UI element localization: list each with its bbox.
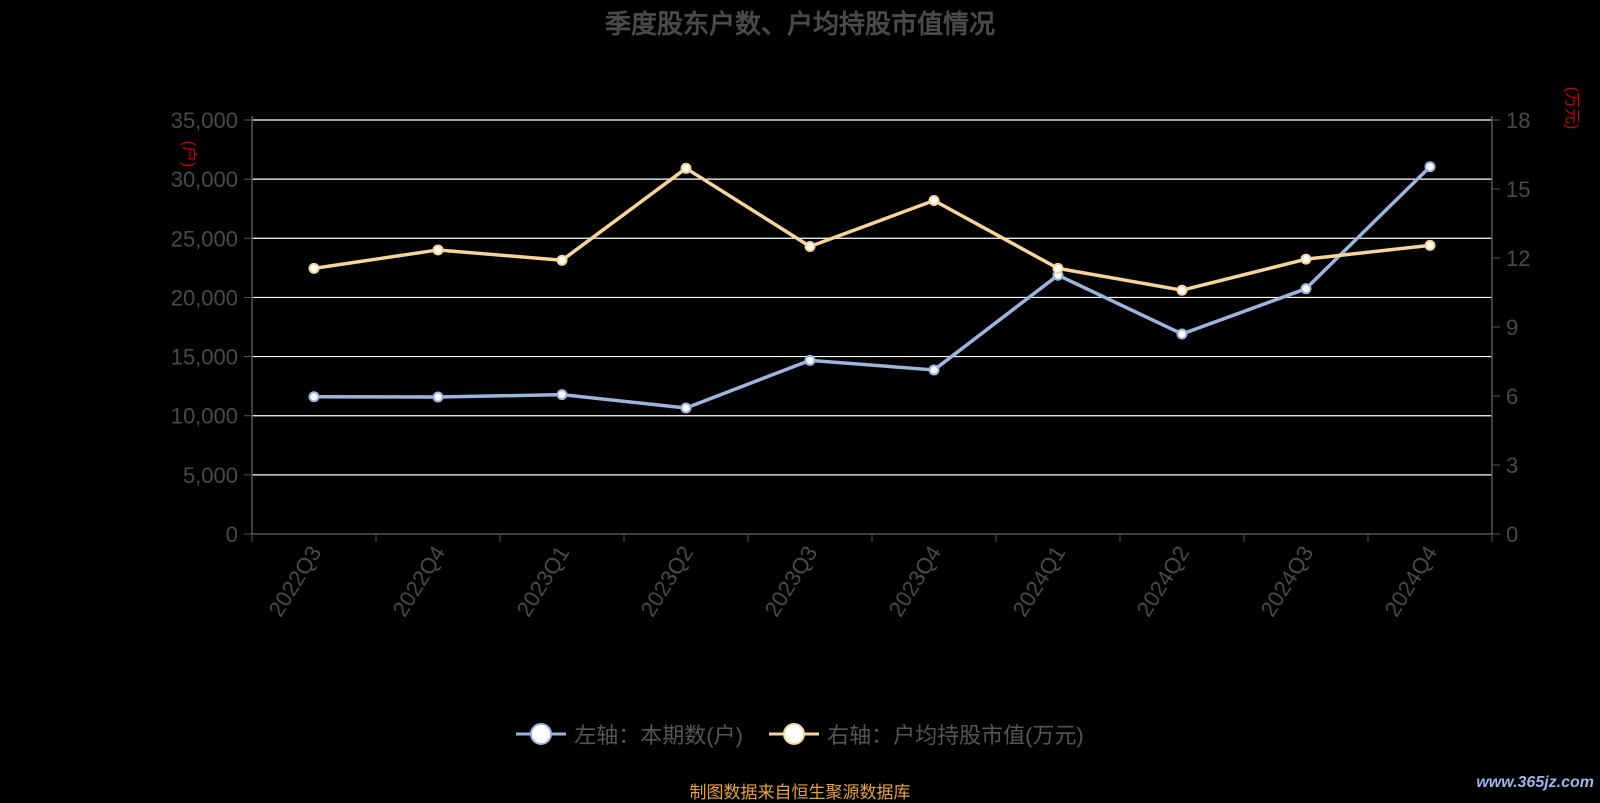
legend-right-label: 右轴：户均持股市值(万元): [827, 723, 1084, 748]
right-axis-tick-label: 0: [1506, 522, 1518, 547]
data-point-left: [308, 391, 320, 403]
left-axis-tick-label: 30,000: [171, 167, 238, 192]
data-point-left: [928, 364, 940, 376]
data-point-right: [432, 244, 444, 256]
data-point-right: [308, 262, 320, 274]
left-axis-tick-label: 0: [226, 522, 238, 547]
x-axis-category-label: 2024Q1: [1008, 541, 1071, 621]
legend-item-right[interactable]: 右轴：户均持股市值(万元): [769, 718, 1084, 750]
data-source-note: 制图数据来自恒生聚源数据库: [689, 783, 911, 802]
x-axis-category-label: 2024Q2: [1132, 541, 1195, 621]
series-line-left: [313, 165, 1432, 410]
right-axis-tick-label: 6: [1506, 384, 1518, 409]
data-point-right: [1424, 239, 1436, 251]
x-axis-category-label: 2024Q4: [1380, 541, 1443, 621]
data-point-right: [1052, 262, 1064, 274]
right-axis-tick-label: 3: [1506, 453, 1518, 478]
data-point-left: [680, 402, 692, 414]
series-line-right: [313, 166, 1431, 292]
data-point-right: [1300, 253, 1312, 265]
left-axis-tick-label: 35,000: [171, 108, 238, 133]
x-axis-category-label: 2022Q3: [264, 541, 327, 621]
right-axis-tick-label: 15: [1506, 177, 1530, 202]
left-axis-unit: (户): [180, 141, 198, 168]
data-point-left: [1176, 328, 1188, 340]
x-axis-category-label: 2023Q2: [636, 541, 699, 621]
legend-item-left[interactable]: 左轴：本期数(户): [516, 718, 743, 750]
data-point-left: [804, 354, 816, 366]
chart-title: 季度股东户数、户均持股市值情况: [604, 9, 995, 39]
data-point-right: [556, 254, 568, 266]
legend-left-label: 左轴：本期数(户): [574, 723, 743, 748]
x-axis-category-label: 2022Q4: [388, 541, 451, 621]
right-axis-tick-label: 18: [1506, 108, 1530, 133]
legend-left-marker-icon: [516, 723, 567, 745]
x-axis-category-label: 2023Q1: [512, 541, 575, 621]
x-axis-category-label: 2023Q3: [760, 541, 823, 621]
legend-right-marker-icon: [769, 723, 820, 745]
left-axis-tick-label: 20,000: [171, 285, 238, 310]
watermark: www.365jz.com: [1476, 774, 1594, 791]
left-axis-tick-label: 5,000: [183, 463, 238, 488]
left-axis-tick-label: 15,000: [171, 345, 238, 370]
data-point-left: [1424, 161, 1436, 173]
data-point-left: [432, 391, 444, 403]
x-axis-category-label: 2024Q3: [1256, 541, 1319, 621]
data-point-right: [928, 195, 940, 206]
x-axis-category-label: 2023Q4: [884, 541, 947, 621]
right-axis-unit: (万元): [1563, 87, 1580, 130]
right-axis-tick-label: 9: [1506, 315, 1518, 340]
right-axis-tick-label: 12: [1506, 246, 1530, 271]
chart-legend: 左轴：本期数(户) 右轴：户均持股市值(万元): [0, 718, 1600, 752]
left-axis-tick-label: 10,000: [171, 404, 238, 429]
left-axis-tick-label: 25,000: [171, 226, 238, 251]
data-point-right: [1176, 284, 1188, 296]
data-point-right: [680, 162, 692, 174]
data-point-right: [804, 241, 816, 252]
data-point-left: [1300, 283, 1312, 295]
data-point-left: [556, 389, 568, 401]
